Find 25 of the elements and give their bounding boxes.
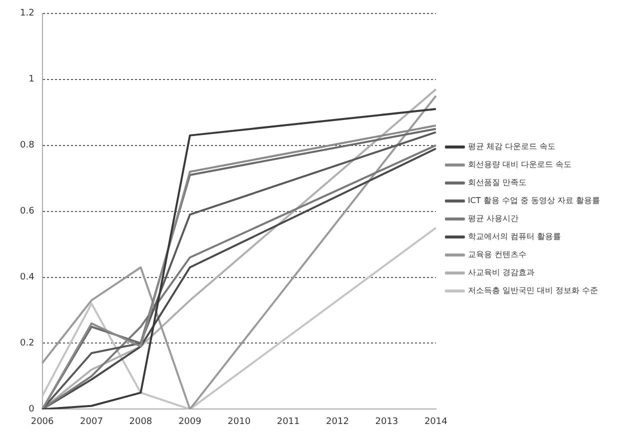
legend-label: 회선품질 만족도 xyxy=(468,178,526,188)
legend-label: 학교에서의 컴퓨터 활용률 xyxy=(468,232,562,242)
x-tick-label: 2006 xyxy=(30,416,54,427)
y-tick-label: 1 xyxy=(28,74,34,85)
x-tick-label: 2013 xyxy=(375,416,398,427)
legend-label: 평균 체감 다운로드 속도 xyxy=(468,142,556,152)
x-tick-label: 2008 xyxy=(129,416,152,427)
x-tick-label: 2014 xyxy=(424,416,448,427)
y-tick-label: 0.2 xyxy=(20,338,34,349)
legend-label: ICT 활용 수업 중 동영상 자료 활용률 xyxy=(468,196,600,206)
x-tick-label: 2011 xyxy=(276,416,300,427)
x-tick-label: 2010 xyxy=(228,416,251,427)
x-tick-label: 2009 xyxy=(178,416,202,427)
legend-label: 교육용 컨텐츠수 xyxy=(468,250,526,260)
y-tick-label: 0.8 xyxy=(20,140,35,151)
y-tick-label: 1.2 xyxy=(20,8,34,19)
y-tick-label: 0.4 xyxy=(20,272,35,283)
legend-label: 회선용량 대비 다운로드 속도 xyxy=(468,160,572,170)
legend-label: 평균 사용시간 xyxy=(468,214,518,224)
y-tick-label: 0 xyxy=(28,404,35,415)
x-tick-label: 2007 xyxy=(80,416,103,427)
legend-label: 저소득층 일반국민 대비 정보화 수준 xyxy=(468,286,598,296)
x-tick-label: 2012 xyxy=(326,416,349,427)
legend-label: 사교육비 경감효과 xyxy=(468,268,534,278)
y-tick-label: 0.6 xyxy=(20,206,35,217)
